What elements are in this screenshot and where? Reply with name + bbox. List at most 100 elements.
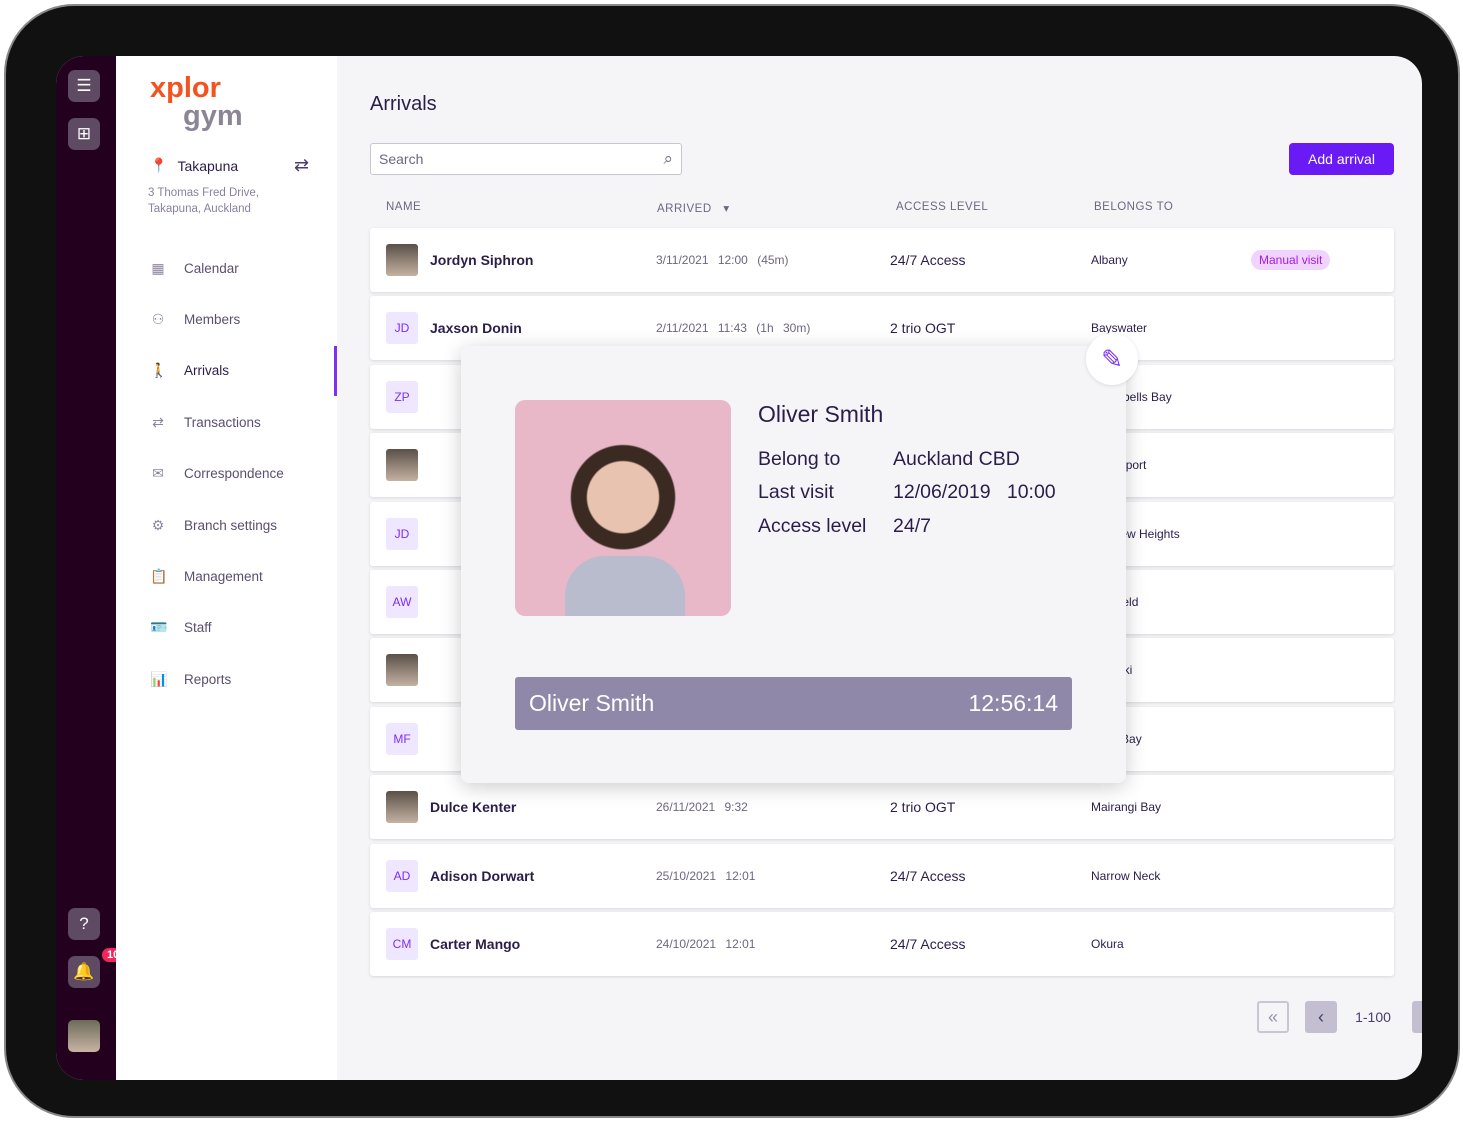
checkin-bar: Oliver Smith 12:56:14 [515, 677, 1072, 730]
access-level: 24/7 Access [890, 867, 966, 884]
bell-icon[interactable]: 🔔 10 [68, 948, 125, 988]
access-level: 24/7 Access [890, 252, 966, 268]
prev-page-button[interactable]: ‹ [1305, 1001, 1337, 1033]
visit-row: Last visit 12/06/2019 10:00 [758, 481, 1056, 504]
access-level: 2 trio OGT [890, 799, 956, 816]
location: 📍 Takapuna [150, 157, 238, 174]
label: Belong to [758, 448, 841, 470]
table-row[interactable]: Jordyn Siphron 3/11/2021 12:00 (45m) 24/7 … [370, 228, 1394, 292]
tablet-frame: ☰ ⊞ ? 🔔 10 xplor gym 📍 Takapuna ⇄ 3 Thomas… [4, 4, 1460, 1118]
sidebar: xplor gym 📍 Takapuna ⇄ 3 Thomas Fred Driv… [116, 56, 337, 1080]
belongs-to: Mairangi Bay [1091, 800, 1162, 815]
value: 12/06/2019 10:00 [893, 481, 1056, 503]
first-page-button[interactable]: « [1257, 1001, 1289, 1033]
transactions-icon: ⇄ [152, 413, 164, 430]
belongs-to: Albany [1091, 253, 1128, 267]
col-belongs[interactable]: BELONGS TO [1094, 201, 1174, 213]
sidebar-item-calendar[interactable]: ▦ Calendar [150, 253, 337, 283]
table-row[interactable]: AD Adison Dorwart 25/10/2021 12:01 24/7 Acc… [370, 843, 1394, 908]
pencil-icon[interactable]: ✎ [1086, 333, 1138, 385]
pin-icon: 📍 [150, 157, 168, 173]
belong-row: Belong to Auckland CBD [758, 448, 1020, 471]
logo: xplor [150, 72, 221, 104]
col-arrived[interactable]: ARRIVED ▾ [657, 201, 730, 215]
arrived-time: 2/11/2021 11:43 (1h 30m) [656, 321, 811, 336]
sidebar-item-transactions[interactable]: ⇄ Transactions [150, 407, 337, 437]
location-name: Takapuna [177, 157, 239, 174]
member-photo [515, 400, 731, 616]
member-name[interactable]: Jordyn Siphron [430, 252, 534, 268]
avatar: AW [386, 586, 418, 618]
add-arrival-button[interactable]: Add arrival [1289, 143, 1394, 175]
sidebar-item-label: Staff [184, 620, 212, 636]
access-level: 2 trio OGT [890, 320, 956, 337]
sidebar-item-label: Correspondence [184, 466, 284, 482]
chart-icon: 📊 [150, 670, 168, 687]
avatar [386, 449, 418, 482]
arrived-time: 24/10/2021 12:01 [656, 937, 756, 951]
member-name[interactable]: Dulce Kenter [430, 799, 517, 816]
table-row[interactable]: Dulce Kenter 26/11/2021 9:32 2 trio OGT Mai… [370, 775, 1394, 840]
avatar [386, 791, 418, 824]
sidebar-item-arrivals[interactable]: 🚶 Arrivals [150, 345, 337, 396]
address-line: 3 Thomas Fred Drive, [148, 187, 259, 199]
switch-location-icon[interactable]: ⇄ [294, 155, 310, 175]
value: 24/7 [893, 515, 931, 537]
members-icon: ⚇ [151, 310, 165, 327]
sort-down-icon[interactable]: ▾ [723, 203, 730, 215]
walking-icon: 🚶 [150, 362, 168, 379]
search-input[interactable]: Search ⌕ [370, 143, 682, 175]
value: Auckland CBD [893, 448, 1020, 470]
table-row[interactable]: CM Carter Mango 24/10/2021 12:01 24/7 Acces… [370, 912, 1394, 976]
grid-icon[interactable]: ⊞ [68, 118, 100, 150]
sidebar-item-management[interactable]: 📋 Management [150, 561, 337, 591]
manual-visit-badge: Manual visit [1251, 250, 1331, 270]
calendar-icon: ▦ [151, 259, 165, 276]
sidebar-item-staff[interactable]: 🪪 Staff [150, 613, 337, 643]
avatar: ZP [386, 380, 418, 413]
address-line: Takapuna, Auckland [148, 203, 251, 215]
col-arrived-label: ARRIVED [657, 203, 712, 215]
arrived-time: 26/11/2021 9:32 [656, 800, 748, 815]
sidebar-item-branch-settings[interactable]: ⚙ Branch settings [150, 510, 337, 540]
icon-rail: ☰ ⊞ ? 🔔 10 [56, 56, 125, 1080]
avatar: CM [386, 928, 418, 960]
correspondence-icon: ✉ [152, 465, 164, 482]
sidebar-item-label: Transactions [184, 414, 261, 430]
table-row[interactable]: JD Jaxson Donin 2/11/2021 11:43 (1h 30m) 2 … [370, 296, 1394, 361]
main-content: Arrivals Search ⌕ Add arrival NAME ARRIVE… [337, 56, 1422, 1080]
settings-icon: ⚙ [151, 516, 165, 533]
access-level: 24/7 Access [890, 936, 966, 952]
avatar: MF [386, 722, 418, 755]
popup-name: Oliver Smith [758, 401, 884, 427]
bar-time: 12:56:14 [968, 690, 1058, 716]
sidebar-item-label: Arrivals [184, 363, 230, 379]
id-card-icon: 🪪 [150, 619, 168, 636]
belongs-to: Okura [1091, 937, 1124, 951]
next-page-button[interactable]: › [1412, 1001, 1422, 1033]
app-screen: ☰ ⊞ ? 🔔 10 xplor gym 📍 Takapuna ⇄ 3 Thomas… [56, 56, 1422, 1080]
belongs-to: Narrow Neck [1091, 868, 1161, 883]
menu-icon[interactable]: ☰ [68, 70, 100, 102]
sidebar-item-members[interactable]: ⚇ Members [150, 304, 337, 334]
sidebar-item-label: Calendar [184, 260, 239, 276]
member-name[interactable]: Carter Mango [430, 936, 521, 952]
label: Access level [758, 515, 867, 537]
location-address: 3 Thomas Fred Drive, Takapuna, Auckland [148, 185, 259, 217]
page-title: Arrivals [370, 93, 437, 115]
sidebar-item-reports[interactable]: 📊 Reports [150, 664, 337, 694]
sidebar-item-label: Members [184, 311, 241, 327]
label: Last visit [758, 481, 834, 503]
sidebar-item-label: Management [184, 568, 263, 584]
search-icon[interactable]: ⌕ [663, 149, 673, 168]
member-name[interactable]: Jaxson Donin [430, 320, 522, 337]
help-icon[interactable]: ? [68, 908, 100, 940]
member-name[interactable]: Adison Dorwart [430, 867, 535, 884]
sidebar-item-label: Reports [184, 671, 232, 687]
user-avatar[interactable] [68, 1020, 100, 1052]
sidebar-item-correspondence[interactable]: ✉ Correspondence [150, 459, 337, 489]
access-row: Access level 24/7 [758, 515, 931, 538]
col-access[interactable]: ACCESS LEVEL [896, 201, 989, 213]
arrived-time: 3/11/2021 12:00 (45m) [656, 253, 789, 267]
col-name[interactable]: NAME [386, 201, 422, 213]
